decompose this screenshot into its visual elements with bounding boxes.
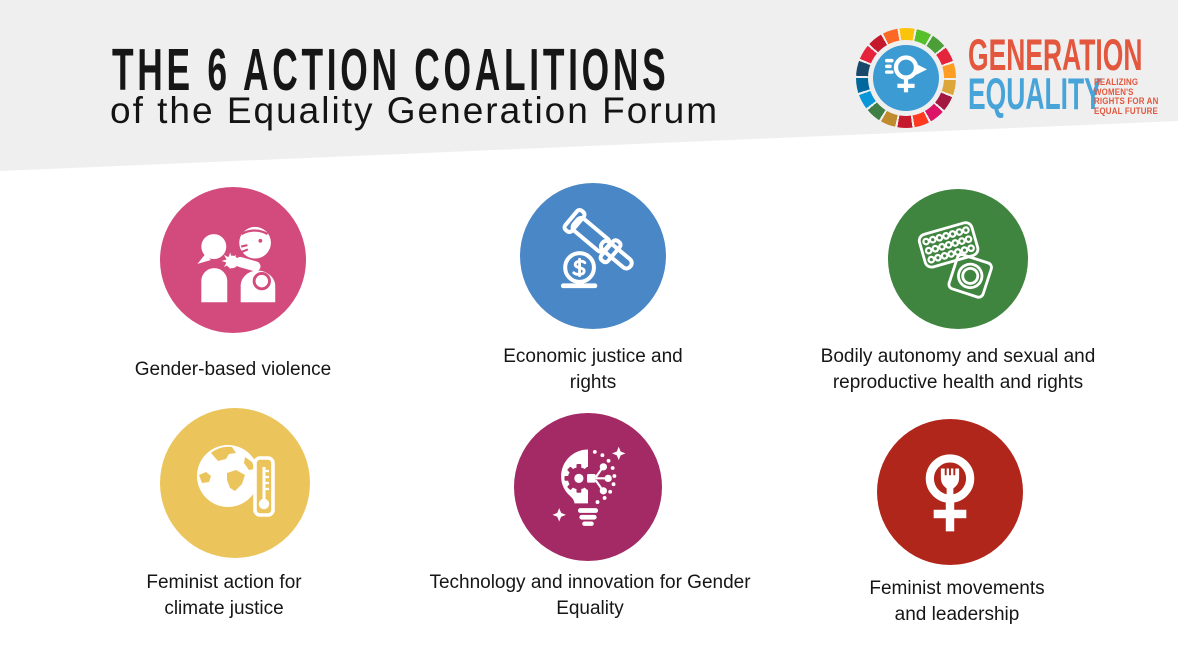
- woman-symbol-icon: [885, 55, 927, 93]
- coalition-label: Gender-based violence: [134, 359, 332, 380]
- coalition-label: Feminist movements and leadership: [869, 578, 1045, 625]
- generation-wordmark: GENERATION: [968, 29, 1143, 80]
- bodily-autonomy-icon: [917, 221, 993, 299]
- coalition-label: Feminist action for climate justice: [146, 572, 302, 619]
- climate-justice-icon: [197, 445, 275, 517]
- coalition-circle: [160, 187, 306, 333]
- feminist-movements-icon: [925, 454, 975, 532]
- gender-based-violence-icon: [197, 226, 276, 303]
- coalition-label: Bodily autonomy and sexual and reproduct…: [820, 346, 1096, 393]
- technology-innovation-icon: [552, 446, 626, 526]
- coalition-circle: [520, 183, 666, 329]
- page-title: THE 6 ACTION COALITIONS: [112, 37, 670, 104]
- logo-emblem: [873, 45, 939, 111]
- coalition-circle: [160, 408, 310, 558]
- coalition-circle: [888, 189, 1028, 329]
- sdg-color-wheel: [856, 28, 956, 128]
- logo-tagline: REALIZING WOMEN'S RIGHTS FOR AN EQUAL FU…: [1094, 77, 1159, 116]
- coalition-label: Economic justice and rights: [503, 346, 683, 393]
- coalition-circle: [514, 413, 662, 561]
- economic-justice-icon: [560, 208, 634, 289]
- logo-ring-hole: [868, 40, 944, 116]
- coalition-label: Technology and innovation for Gender Equ…: [429, 572, 751, 619]
- page-subtitle: of the Equality Generation Forum: [110, 90, 720, 131]
- coalition-circle: [877, 419, 1023, 565]
- equality-wordmark: EQUALITY: [968, 68, 1102, 119]
